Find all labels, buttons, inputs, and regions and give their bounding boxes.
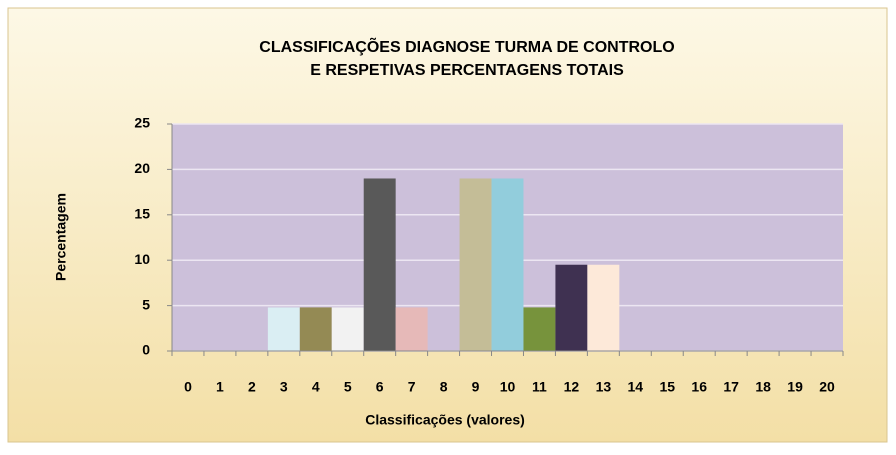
x-tick-label: 8 <box>440 379 448 395</box>
x-axis-label: Classificações (valores) <box>365 412 525 428</box>
bar <box>363 178 396 351</box>
bar <box>331 307 364 351</box>
bar <box>587 264 620 351</box>
bar <box>299 307 332 351</box>
bar <box>267 307 300 351</box>
x-tick-label: 16 <box>691 379 707 395</box>
x-tick-label: 13 <box>596 379 612 395</box>
chart-title: E RESPETIVAS PERCENTAGENS TOTAIS <box>310 62 624 79</box>
bar <box>523 307 556 351</box>
y-axis-label: Percentagem <box>53 193 69 281</box>
x-tick-label: 18 <box>755 379 771 395</box>
x-tick-label: 14 <box>628 379 644 395</box>
x-tick-label: 2 <box>248 379 256 395</box>
x-tick-label: 20 <box>819 379 835 395</box>
bar <box>555 264 588 351</box>
bar <box>395 307 428 351</box>
y-tick-label: 10 <box>134 251 150 267</box>
x-tick-label: 15 <box>659 379 675 395</box>
y-tick-label: 0 <box>142 342 150 358</box>
x-tick-label: 0 <box>184 379 192 395</box>
chart-title: CLASSIFICAÇÕES DIAGNOSE TURMA DE CONTROL… <box>259 36 674 56</box>
x-tick-label: 7 <box>408 379 416 395</box>
x-tick-label: 12 <box>564 379 580 395</box>
x-tick-label: 11 <box>532 379 547 395</box>
y-tick-label: 5 <box>142 296 150 312</box>
y-tick-label: 25 <box>134 115 150 131</box>
x-tick-label: 10 <box>500 379 516 395</box>
x-tick-label: 1 <box>216 379 224 395</box>
x-tick-label: 19 <box>787 379 803 395</box>
bar <box>459 178 492 351</box>
x-tick-label: 17 <box>723 379 739 395</box>
x-tick-label: 5 <box>344 379 352 395</box>
x-tick-label: 6 <box>376 379 384 395</box>
x-tick-label: 4 <box>312 379 320 395</box>
y-tick-label: 20 <box>134 160 150 176</box>
y-tick-label: 15 <box>134 206 150 222</box>
bar <box>491 178 524 351</box>
x-tick-label: 9 <box>472 379 480 395</box>
x-tick-label: 3 <box>280 379 288 395</box>
